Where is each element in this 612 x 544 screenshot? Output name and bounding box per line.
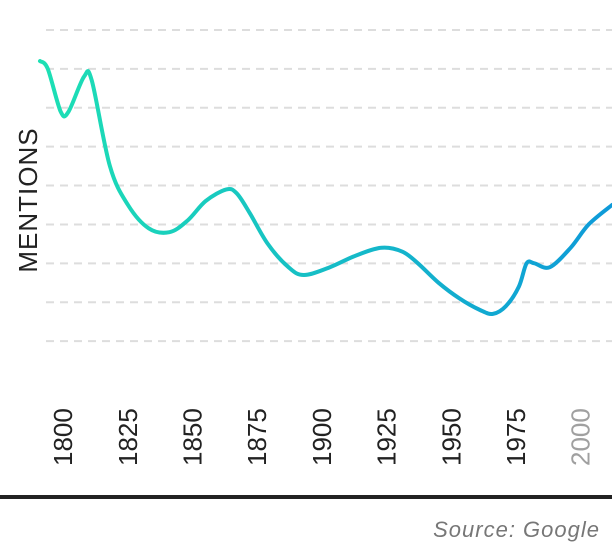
y-axis-label: MENTIONS [13,127,43,272]
x-tick-label-1875: 1875 [242,408,272,466]
x-tick-label-1825: 1825 [113,408,143,466]
x-tick-label-1900: 1900 [307,408,337,466]
x-tick-label-1950: 1950 [436,408,466,466]
source-note: Source: Google [433,517,600,542]
x-axis-ticks: 1800 1825 1850 1875 1900 1925 1950 1975 2000 [48,408,596,466]
grid-lines [46,29,612,343]
series-line-mentions [38,59,612,317]
x-tick-label-1850: 1850 [177,408,207,466]
x-tick-label-1925: 1925 [372,408,402,466]
x-tick-label-1800: 1800 [48,408,78,466]
x-tick-label-1975: 1975 [501,408,531,466]
x-tick-label-2000: 2000 [566,408,596,466]
